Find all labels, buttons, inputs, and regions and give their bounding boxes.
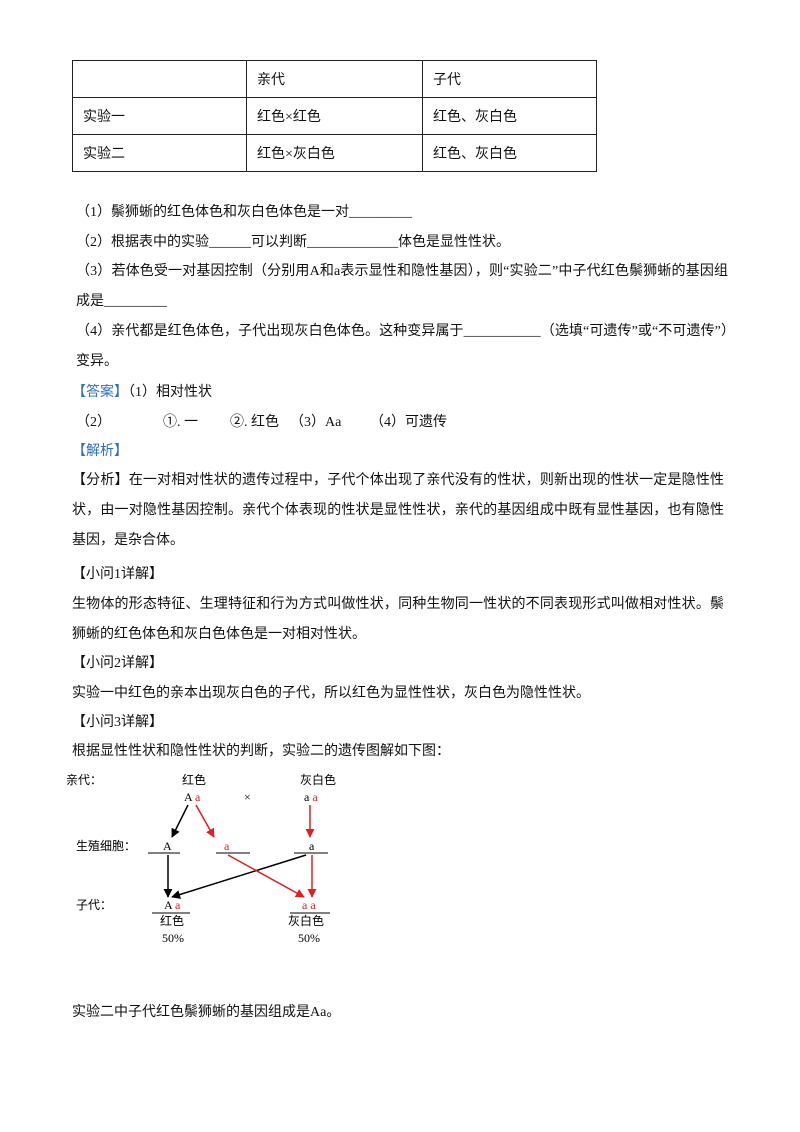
cell: 红色×红色 xyxy=(246,97,423,135)
answer-item: ②. 红色 xyxy=(230,415,279,430)
gamete: A xyxy=(163,839,172,853)
section-heading: 【小问2详解】 xyxy=(72,656,163,671)
allele: a xyxy=(175,898,181,912)
allele: a xyxy=(310,898,316,912)
offspring-phenotype: 红色 xyxy=(160,913,184,928)
analysis-overview: 【分析】在一对相对性状的遗传过程中，子代个体出现了亲代没有的性状，则新出现的性状… xyxy=(72,473,724,548)
parent-genotype: a a xyxy=(304,790,318,804)
section-text: 实验一中红色的亲本出现灰白色的子代，所以红色为显性性状，灰白色为隐性性状。 xyxy=(72,686,590,701)
cell: 红色×灰白色 xyxy=(246,134,423,172)
header-cell: 子代 xyxy=(422,60,597,98)
allele: A xyxy=(164,898,173,912)
cell: 红色、灰白色 xyxy=(422,97,597,135)
gamete: a xyxy=(224,839,230,853)
arrow xyxy=(227,854,305,898)
answer-item: （4）可遗传 xyxy=(370,415,447,430)
allele: a xyxy=(195,790,201,804)
table-row: 实验一 红色×红色 红色、灰白色 xyxy=(72,97,597,135)
question: （3）若体色受一对基因控制（分别用A和a表示显性和隐性基因），则“实验二”中子代… xyxy=(76,264,728,309)
conclusion: 实验二中子代红色鬃狮蜥的基因组成是Aa。 xyxy=(72,1005,341,1020)
offspring-genotype: A a xyxy=(164,898,181,912)
gamete: a xyxy=(309,839,315,853)
cell: 实验一 xyxy=(72,97,247,135)
offspring-ratio: 50% xyxy=(298,931,320,945)
arrow xyxy=(171,804,189,838)
allele: a xyxy=(304,790,310,804)
allele: a xyxy=(312,790,318,804)
answer-item: （2） xyxy=(76,415,111,430)
parent-phenotype: 红色 xyxy=(182,772,206,787)
parent-genotype: A a xyxy=(184,790,201,804)
answer-label: 【答案】 xyxy=(72,385,128,400)
question: （4）亲代都是红色体色，子代出现灰白色体色。这种变异属于___________（… xyxy=(76,324,728,369)
header-cell xyxy=(72,60,247,98)
cell: 红色、灰白色 xyxy=(422,134,597,172)
section-heading: 【小问3详解】 xyxy=(72,715,163,730)
offspring-ratio: 50% xyxy=(162,931,184,945)
offspring-phenotype: 灰白色 xyxy=(288,913,324,928)
answer-line: （2） ①. 一 ②. 红色 （3）Aa （4）可遗传 xyxy=(76,408,726,438)
question: （1）鬃狮蜥的红色体色和灰白色体色是一对_________ xyxy=(76,205,412,220)
section-text: 生物体的形态特征、生理特征和行为方式叫做性状，同种生物同一性状的不同表现形式叫做… xyxy=(72,597,724,642)
analysis-label: 【解析】 xyxy=(72,444,128,459)
row-label: 生殖细胞： xyxy=(76,838,136,853)
genetic-diagram: 亲代： 生殖细胞： 子代： 红色 A a × 灰白色 a a A a a A a… xyxy=(66,772,336,945)
answer-item: （1）相对性状 xyxy=(128,385,212,400)
row-label: 亲代： xyxy=(66,773,102,787)
cross-sign: × xyxy=(244,790,251,804)
section-text: 根据显性性状和隐性性状的判断，实验二的遗传图解如下图： xyxy=(72,744,450,759)
cell: 实验二 xyxy=(72,134,247,172)
row-label: 子代： xyxy=(76,898,112,912)
arrow xyxy=(171,854,307,899)
allele: A xyxy=(184,790,193,804)
arrow xyxy=(195,804,215,838)
table-row: 实验二 红色×灰白色 红色、灰白色 xyxy=(72,134,597,172)
offspring-genotype: a a xyxy=(302,898,316,912)
header-cell: 亲代 xyxy=(246,60,423,98)
question: （2）根据表中的实验______可以判断_____________体色是显性性状… xyxy=(76,235,510,250)
table-header: 亲代 子代 xyxy=(72,60,597,98)
answer-item: ①. 一 xyxy=(163,415,198,430)
parent-phenotype: 灰白色 xyxy=(300,772,336,787)
data-table: 亲代 子代 实验一 红色×红色 红色、灰白色 实验二 红色×灰白色 红色、灰白色 xyxy=(72,60,597,172)
section-heading: 【小问1详解】 xyxy=(72,567,163,582)
allele: a xyxy=(302,898,308,912)
answer-item: （3）Aa xyxy=(290,415,342,430)
answer-line: 【答案】（1）相对性状 xyxy=(72,378,212,408)
